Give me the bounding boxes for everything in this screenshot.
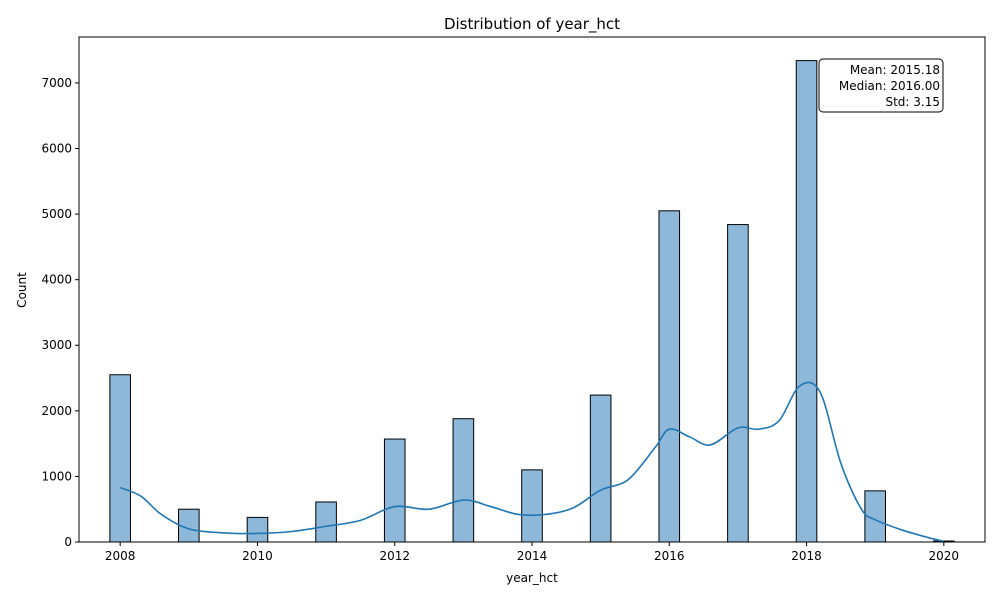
- y-axis-label: Count: [15, 272, 29, 308]
- x-tick-label-2016: 2016: [654, 549, 685, 563]
- stats-box: Mean: 2015.18 Median: 2016.00 Std: 3.15: [818, 58, 944, 113]
- histogram-bar-2016: [658, 210, 681, 543]
- y-tick-label-3000: 3000: [41, 338, 72, 352]
- histogram-bar-2011: [315, 501, 337, 543]
- x-tick-label-2008: 2008: [105, 549, 136, 563]
- y-tick-label-6000: 6000: [41, 141, 72, 155]
- plot-frame: [78, 36, 986, 543]
- x-tick-label-2020: 2020: [929, 549, 960, 563]
- bars-layer: [109, 60, 955, 543]
- stats-std: Std: 3.15: [885, 95, 940, 109]
- x-tick-label-2012: 2012: [379, 549, 410, 563]
- histogram-bar-2010: [246, 516, 269, 543]
- kde-line: [119, 381, 945, 543]
- histogram-bar-2018: [795, 60, 818, 543]
- x-tick-label-2014: 2014: [517, 549, 548, 563]
- y-tick-label-1000: 1000: [41, 469, 72, 483]
- axes-layer: [78, 36, 986, 543]
- y-tick-label-4000: 4000: [41, 273, 72, 287]
- kde-layer: [119, 381, 945, 543]
- stats-median: Median: 2016.00: [839, 79, 940, 93]
- y-tick-label-5000: 5000: [41, 207, 72, 221]
- histogram-bar-2015: [589, 394, 612, 543]
- histogram-bar-2012: [383, 438, 406, 543]
- y-tick-label-7000: 7000: [41, 76, 72, 90]
- stats-mean: Mean: 2015.18: [850, 63, 940, 77]
- histogram-bar-2014: [521, 469, 543, 543]
- x-axis-label: year_hct: [506, 571, 558, 585]
- histogram-bar-2008: [109, 374, 131, 543]
- histogram-bar-2017: [727, 224, 749, 543]
- chart-title: Distribution of year_hct: [444, 15, 620, 34]
- y-tick-label-2000: 2000: [41, 404, 72, 418]
- y-tick-label-0: 0: [64, 535, 72, 549]
- x-tick-label-2018: 2018: [791, 549, 822, 563]
- stats-box-frame: [818, 58, 944, 113]
- histogram-bar-2013: [452, 418, 475, 543]
- x-tick-label-2010: 2010: [242, 549, 273, 563]
- ticks-layer: 2008 2010 2012 2014 2016 2018 2020 0 1000 2000 300…: [41, 76, 959, 563]
